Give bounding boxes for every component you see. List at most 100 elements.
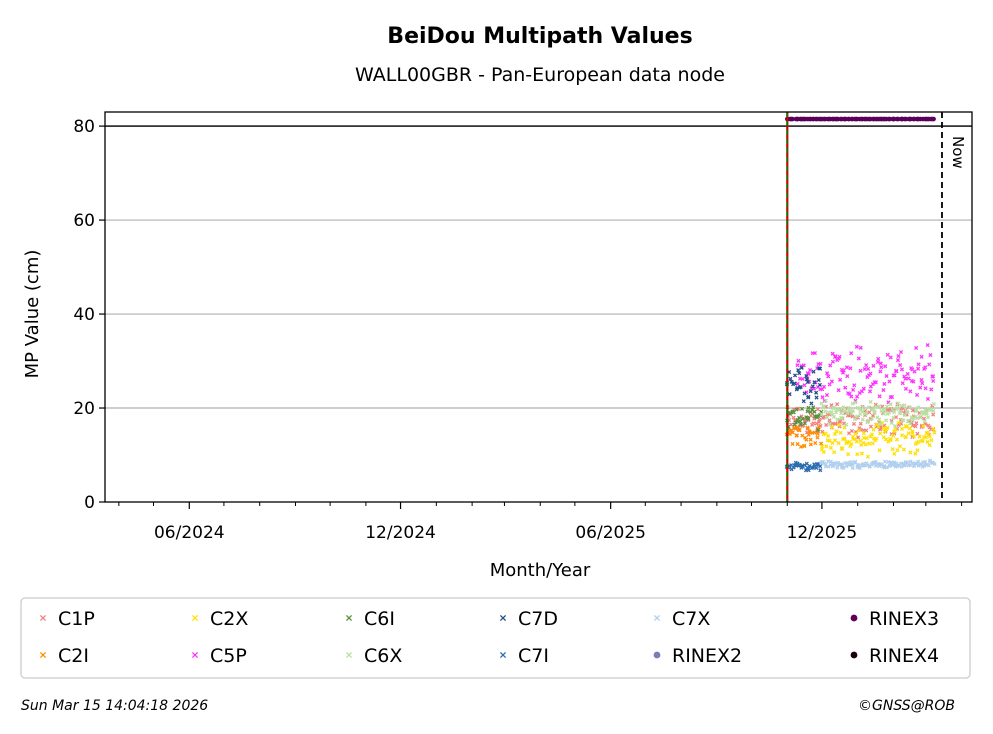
point-c5p [903, 376, 908, 381]
point-c6x [841, 405, 846, 410]
x-axis-label: Month/Year [490, 560, 591, 581]
legend-marker-rinex2 [653, 651, 661, 659]
point-c7i [818, 468, 823, 473]
legend-item-rinex2: RINEX2 [653, 645, 742, 667]
point-c6x [892, 410, 897, 415]
point-c5p [851, 387, 856, 392]
point-c5p [906, 376, 911, 381]
point-c1p [815, 407, 820, 412]
point-c7d [792, 381, 797, 386]
point-c5p [796, 358, 801, 363]
point-c7i [795, 461, 800, 466]
legend-label-c1p: C1P [58, 608, 95, 630]
point-c5p [802, 383, 807, 388]
point-c6i [812, 409, 817, 414]
point-c2i [790, 441, 795, 446]
y-tick-label: 0 [84, 493, 95, 513]
point-c5p [923, 365, 928, 370]
grid-lines [105, 125, 972, 409]
y-axis-label: MP Value (cm) [22, 250, 43, 379]
point-c6x [831, 405, 836, 410]
point-c6i [798, 422, 803, 427]
point-c2x [917, 434, 922, 439]
point-c2x [854, 439, 859, 444]
point-c1p [824, 422, 829, 428]
point-c2x [911, 434, 916, 439]
series-c7i [784, 460, 823, 473]
point-c5p [908, 389, 913, 394]
point-c5p [883, 364, 888, 369]
point-c7x [910, 460, 915, 466]
point-c5p [898, 350, 904, 355]
point-rinex3 [931, 116, 936, 122]
point-c5p [873, 380, 878, 385]
point-c2x [931, 426, 936, 431]
legend-item-rinex3: RINEX3 [850, 608, 939, 630]
point-c6x [900, 418, 905, 423]
point-c1p [913, 424, 918, 429]
point-c2x [865, 454, 871, 459]
point-c1p [914, 421, 919, 426]
point-c2x [896, 420, 901, 425]
point-c6x [908, 421, 913, 426]
legend-item-c7i: C7I [499, 645, 549, 667]
point-c6x [891, 415, 896, 420]
x-tick-label: 06/2024 [154, 523, 225, 543]
point-c1p [835, 402, 840, 407]
point-c5p [841, 368, 846, 373]
point-c6x [861, 405, 866, 410]
point-c2x [832, 432, 838, 437]
point-c6x [869, 416, 875, 421]
point-c7d [798, 384, 803, 389]
point-c5p [895, 358, 901, 363]
point-c6x [839, 416, 845, 421]
point-c5p [928, 352, 933, 358]
legend-item-c2i: C2I [39, 645, 89, 667]
point-c7d [817, 382, 822, 387]
legend-item-c1p: C1P [39, 608, 95, 630]
point-c5p [876, 356, 881, 361]
point-c5p [925, 396, 931, 401]
series-rinex3 [784, 116, 936, 122]
point-c5p [889, 394, 895, 399]
point-c6x [907, 405, 912, 410]
point-c5p [843, 385, 848, 390]
point-c5p [825, 371, 830, 376]
point-c1p [811, 421, 816, 426]
point-c5p [862, 367, 867, 372]
point-c2i [794, 433, 799, 438]
y-tick-label: 60 [73, 211, 95, 231]
vertical-markers [786, 112, 943, 502]
point-c6i [805, 409, 810, 414]
point-c6x [888, 402, 893, 407]
point-c6x [877, 404, 882, 409]
point-c6x [849, 411, 854, 416]
point-c6x [866, 405, 871, 410]
point-c5p [930, 374, 935, 379]
legend-item-c6x: C6X [345, 645, 402, 667]
point-c2x [906, 431, 911, 436]
point-c6x [881, 411, 886, 416]
point-c7d [788, 376, 793, 381]
point-c2x [881, 426, 886, 431]
legend-label-rinex3: RINEX3 [869, 608, 939, 630]
point-c5p [864, 363, 869, 368]
point-c6x [850, 408, 856, 413]
point-c6x [931, 408, 936, 414]
point-c5p [929, 387, 934, 392]
point-c6x [874, 404, 879, 409]
point-c5p [854, 344, 859, 349]
point-c6x [885, 404, 890, 409]
point-c6i [806, 416, 811, 421]
legend-marker-c5p [191, 651, 199, 659]
point-c5p [812, 351, 817, 356]
point-c6x [825, 415, 830, 420]
point-c1p [921, 416, 927, 421]
point-c7d [816, 377, 821, 383]
point-c2i [815, 435, 820, 440]
point-c6i [791, 410, 796, 415]
point-rinex3 [887, 116, 893, 122]
point-c7i [818, 464, 823, 469]
point-c5p [877, 394, 882, 399]
point-c6i [815, 427, 821, 432]
